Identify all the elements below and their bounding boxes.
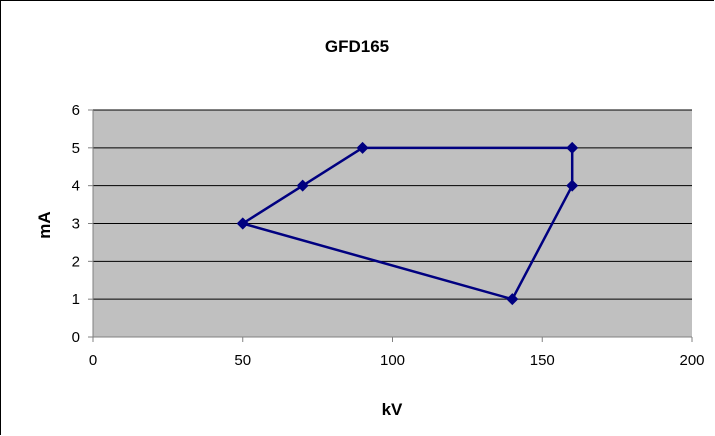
x-tick-label: 100: [380, 352, 405, 369]
series: [236, 141, 579, 306]
x-axis-ticks: 0 50 100 150 200: [89, 337, 705, 369]
y-tick-label: 0: [72, 329, 80, 346]
x-tick-label: 200: [679, 352, 704, 369]
y-tick-label: 1: [72, 291, 80, 308]
y-tick-label: 6: [72, 102, 80, 119]
x-tick-label: 50: [234, 352, 251, 369]
data-point-marker: [236, 217, 249, 230]
chart-title: GFD165: [325, 37, 389, 56]
y-tick-label: 5: [72, 140, 80, 157]
x-tick-label: 150: [530, 352, 555, 369]
x-tick-label: 0: [89, 352, 97, 369]
data-point-marker: [356, 141, 369, 154]
data-point-marker: [296, 179, 309, 192]
data-point-marker: [566, 141, 579, 154]
y-axis-label: mA: [35, 211, 54, 238]
data-point-marker: [566, 179, 579, 192]
y-tick-label: 2: [72, 253, 80, 270]
y-tick-label: 3: [72, 216, 80, 233]
data-point-marker: [506, 293, 519, 306]
y-axis-ticks: 0 1 2 3 4 5 6: [72, 102, 93, 346]
x-axis-label: kV: [382, 400, 403, 419]
y-tick-label: 4: [72, 178, 80, 195]
